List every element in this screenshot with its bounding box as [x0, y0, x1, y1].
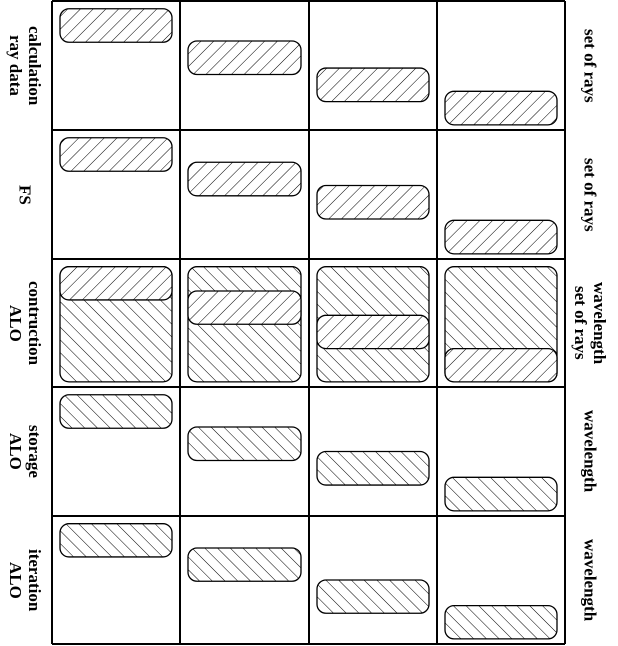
memory-block-slash: [444, 476, 558, 512]
memory-block-backslash: [59, 8, 173, 43]
memory-block-backslash: [444, 219, 558, 255]
row-label: FS: [15, 184, 35, 205]
memory-block-backslash: [444, 90, 558, 126]
row-dimension-label: set of rays: [580, 28, 600, 103]
memory-block-slash: [187, 547, 302, 582]
memory-blocks: [59, 8, 558, 640]
row-label: storage ALO: [6, 425, 44, 478]
memory-block-backslash: [59, 266, 173, 301]
memory-block-backslash: [187, 161, 302, 197]
memory-block-slash: [187, 426, 302, 462]
memory-block-slash: [444, 604, 558, 640]
memory-block-slash: [59, 394, 173, 429]
row-dimension-label: wavelength set of rays: [571, 281, 609, 365]
row-dimension-label: wavelength: [580, 410, 600, 493]
row-label: calculation ray data: [6, 25, 44, 106]
row-dimension-label: set of rays: [580, 157, 600, 232]
memory-block-slash: [316, 579, 430, 614]
memory-block-backslash: [316, 184, 430, 220]
memory-block-backslash: [59, 137, 173, 172]
memory-block-backslash: [187, 290, 302, 325]
grid: [51, 0, 566, 645]
row-label: iteration ALO: [6, 548, 44, 612]
row-dimension-label: wavelength: [580, 538, 600, 622]
memory-block-backslash: [187, 40, 302, 76]
memory-block-backslash: [444, 347, 558, 383]
memory-block-slash: [59, 523, 173, 558]
row-label: contruction ALO: [6, 280, 44, 366]
memory-block-backslash: [316, 67, 430, 103]
memory-block-slash: [316, 450, 430, 486]
memory-block-backslash: [316, 314, 430, 350]
